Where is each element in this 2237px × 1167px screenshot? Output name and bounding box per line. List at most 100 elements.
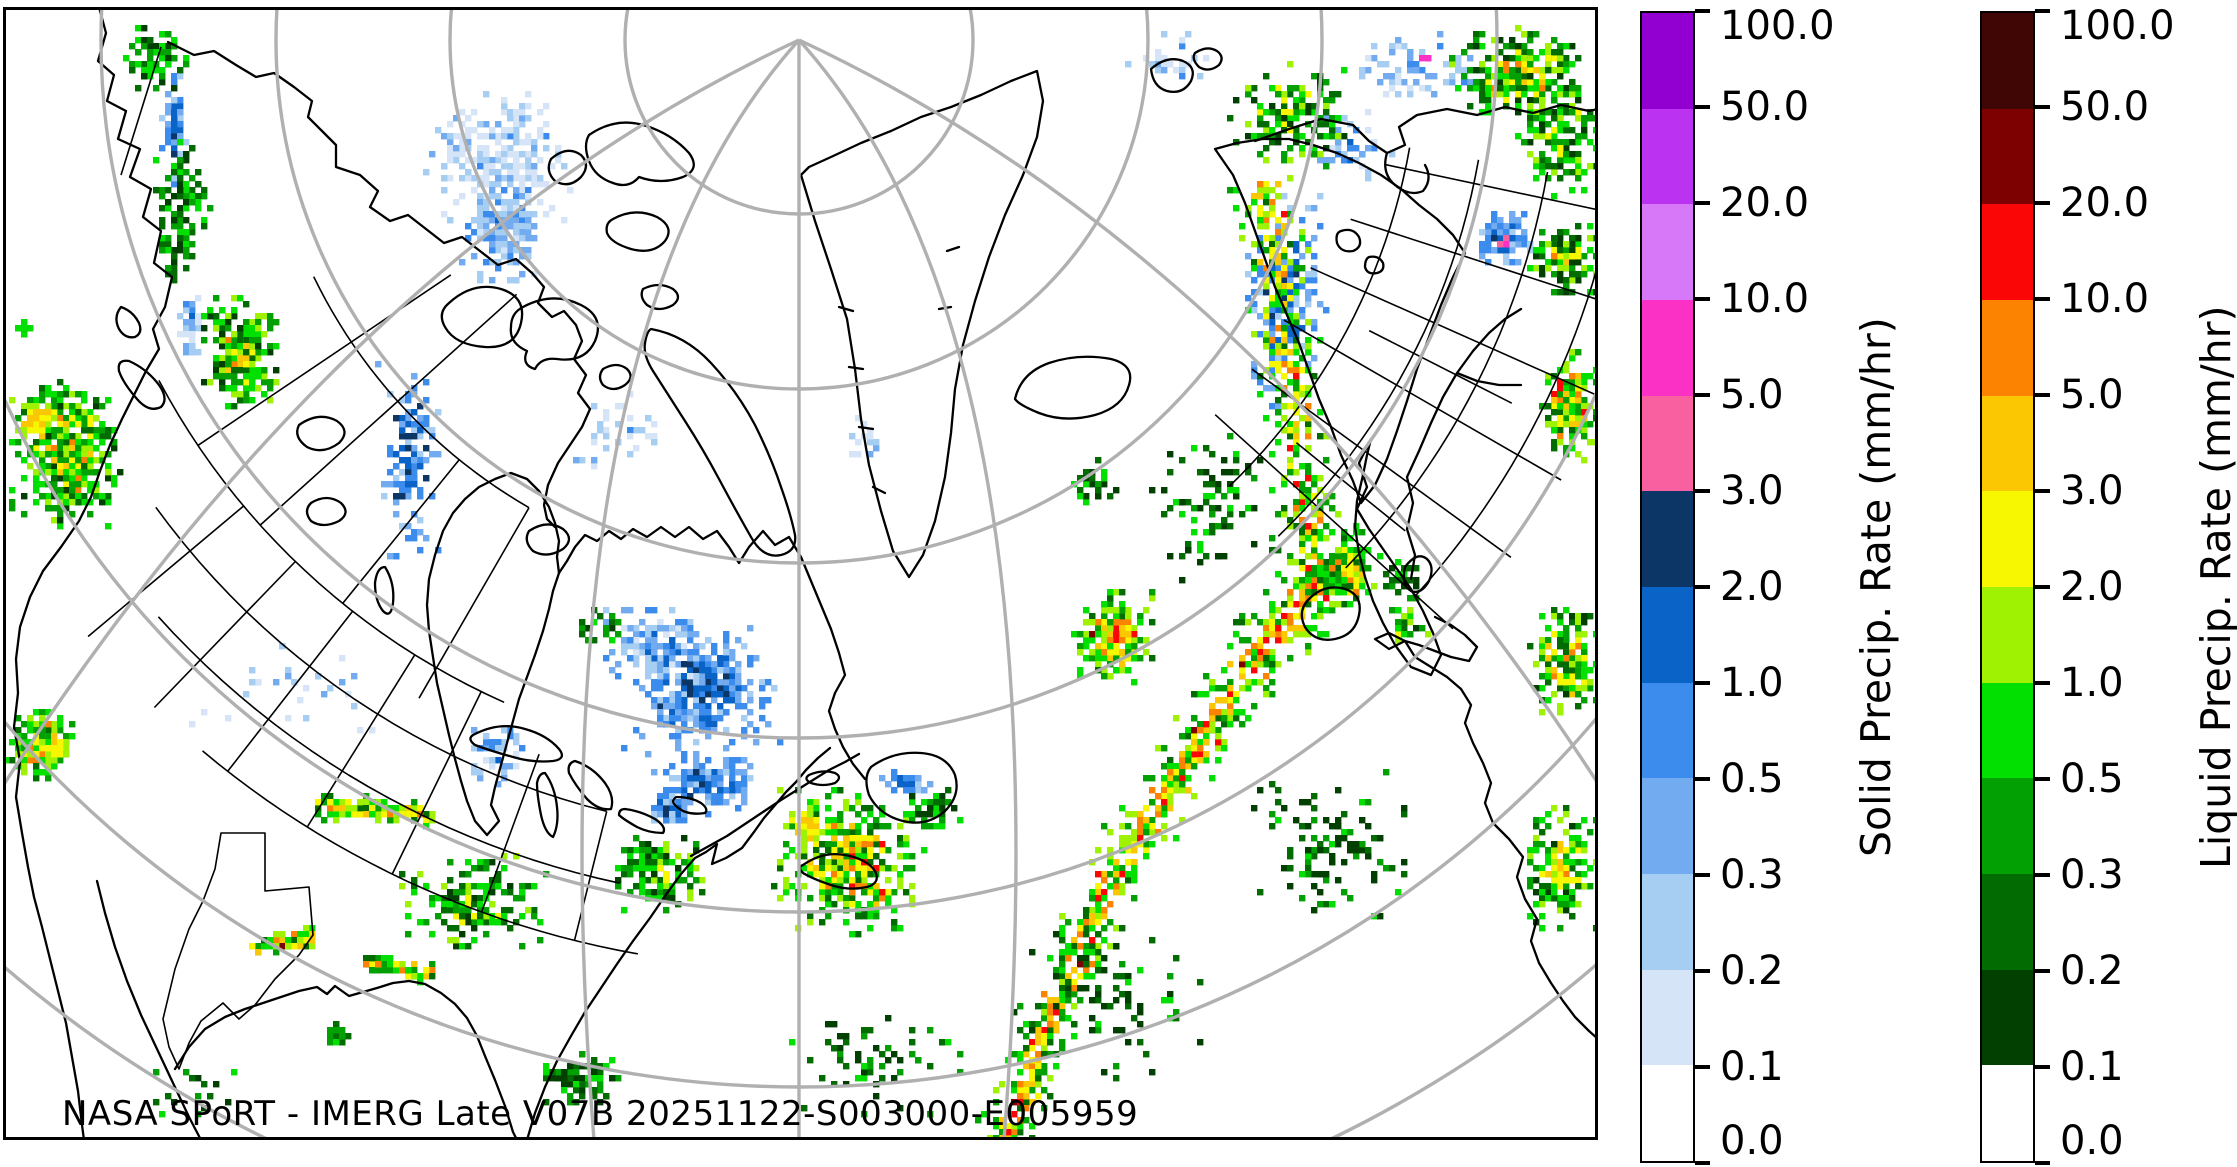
precip-pixel [75,499,82,506]
precip-pixel [81,391,88,398]
precip-pixel [627,415,634,422]
precip-pixel [471,865,478,872]
precip-pixel [1293,241,1300,248]
precip-pixel [1107,829,1114,836]
precip-pixel [675,787,682,794]
precip-pixel [363,811,370,818]
precip-pixel [1059,1015,1066,1022]
precip-pixel [369,811,376,818]
precip-pixel [219,367,226,374]
precip-pixel [645,853,652,860]
precip-pixel [57,511,64,518]
precip-pixel [633,883,640,890]
precip-pixel [651,847,658,854]
precip-pixel [789,817,796,824]
precip-pixel [219,337,226,344]
precip-pixel [411,457,418,464]
precip-pixels-newfoundland-snow [879,769,934,794]
precip-pixel [513,259,520,266]
precip-pixel [441,901,448,908]
precip-pixel [873,865,880,872]
precip-pixel [693,667,700,674]
precip-pixel [897,835,904,842]
precip-pixel [1041,1069,1048,1076]
precip-pixel [207,307,214,314]
precip-pixel [495,871,502,878]
precip-pixel [1047,997,1054,1004]
precip-pixel [669,721,676,728]
precip-pixel [951,805,958,812]
precip-pixel [387,445,394,452]
precip-pixel [57,475,64,482]
precip-pixel [411,445,418,452]
precip-pixel [729,739,736,746]
precip-pixel [651,865,658,872]
precip-pixel [657,661,664,668]
precip-pixel [1305,289,1312,296]
precip-pixel [1095,913,1102,920]
precip-pixel [807,919,814,926]
precip-pixel [519,253,526,260]
precip-pixel [633,427,640,434]
precip-pixel [471,919,478,926]
precip-pixel [1395,73,1402,80]
precip-pixel [891,907,898,914]
precip-pixel [1293,247,1300,254]
precip-pixel [837,817,844,824]
precip-pixel [1371,145,1378,152]
precip-pixel [477,769,484,776]
precip-pixel [915,787,922,794]
precip-pixels-pacific-outlier [15,319,34,338]
precip-pixel [405,391,412,398]
precip-pixel [171,265,178,272]
precip-pixel [621,745,628,752]
precip-pixel [213,361,220,368]
precip-pixel [1407,61,1414,68]
precip-pixel [267,319,274,326]
precip-pixels-northeast-us-rain [615,835,706,914]
precip-pixel [1167,757,1174,764]
precip-pixel [333,805,340,812]
precip-pixel [681,619,688,626]
precip-pixel [1059,955,1066,962]
precip-pixel [219,343,226,350]
precip-pixel [621,649,628,656]
precip-pixel [243,343,250,350]
precip-pixel [1131,859,1138,866]
precip-pixel [45,727,52,734]
precip-pixel [483,859,490,866]
precip-pixel [501,745,508,752]
precip-pixel [603,1063,610,1070]
precip-pixel [879,805,886,812]
precip-pixel [759,685,766,692]
precip-pixel [1167,805,1174,812]
precip-pixel [165,121,172,128]
precip-pixel [639,865,646,872]
precip-pixel [663,631,670,638]
precip-pixel [1365,55,1372,62]
precip-pixel [1257,313,1264,320]
precip-pixel [603,625,610,632]
precip-pixel [417,463,424,470]
precip-pixel [171,109,178,116]
precip-pixel [1503,253,1510,260]
precip-pixel [165,91,172,98]
precip-pixel [579,1051,586,1058]
precip-pixel [171,151,178,158]
precip-pixel [183,229,190,236]
precip-pixel [495,247,502,254]
precip-pixel [1203,673,1210,680]
precip-pixel [495,193,502,200]
precip-pixel [1101,877,1108,884]
precip-pixel [663,649,670,656]
precip-pixel [1023,1081,1030,1088]
precip-pixel [1071,943,1078,950]
precip-pixel [339,679,346,686]
precip-pixel [555,1075,562,1082]
precip-pixel [783,889,790,896]
precip-pixel [909,895,916,902]
precip-pixel [633,643,640,650]
precip-pixel [129,43,136,50]
precip-pixel [249,679,256,686]
precip-pixel [837,811,844,818]
